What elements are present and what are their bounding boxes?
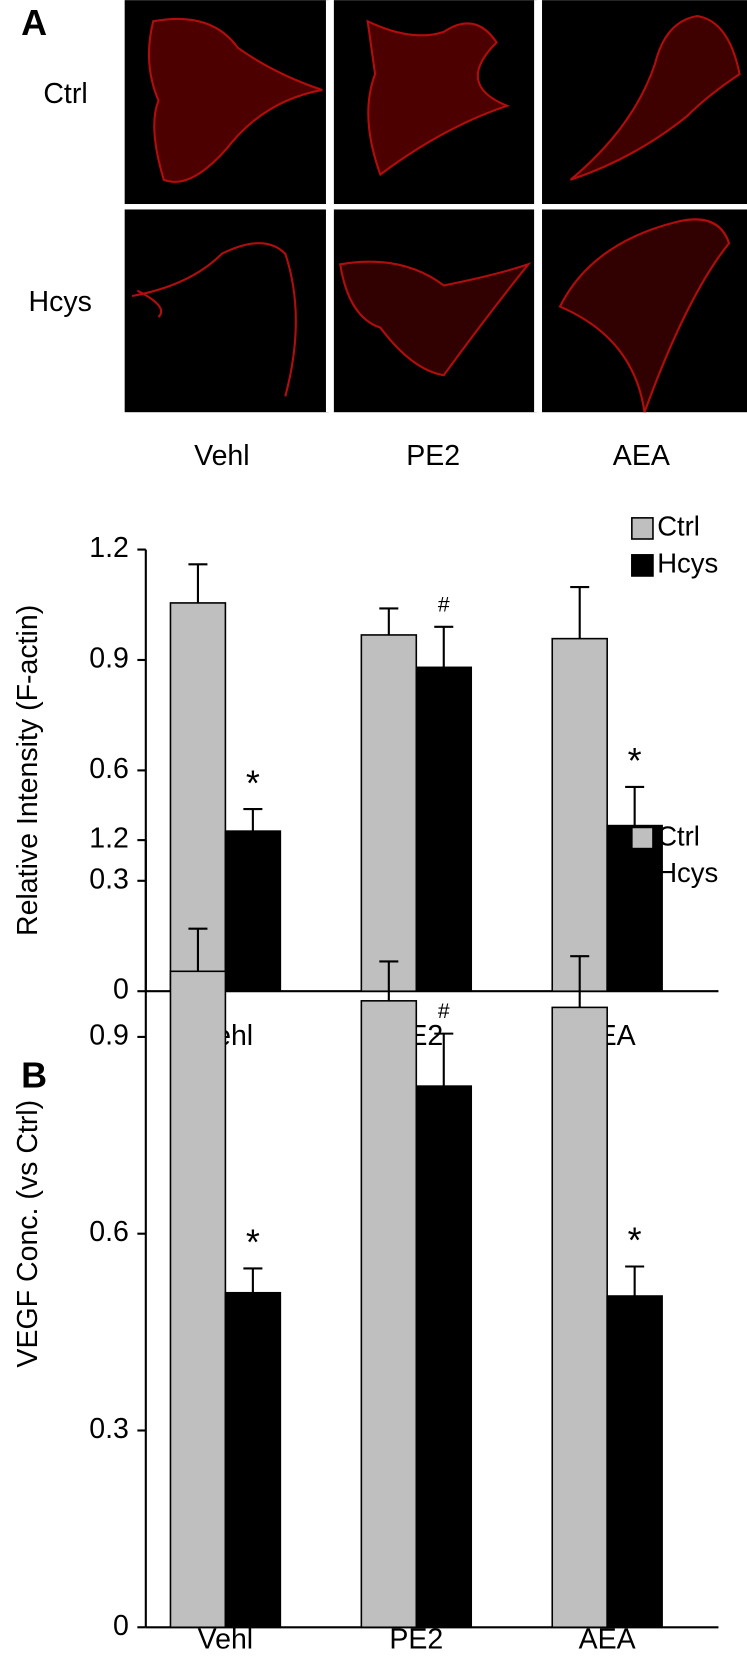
y-axis-label: Relative Intensity (F-actin): [12, 605, 44, 936]
legend-swatch: [631, 517, 654, 540]
image: [124, 209, 329, 413]
bar: [606, 1295, 663, 1629]
bar: [606, 824, 663, 993]
legend-label: Hcys: [657, 548, 718, 579]
bar: [224, 1291, 282, 1629]
bar: [360, 634, 418, 993]
significance-mark: *: [246, 1222, 260, 1263]
cell-shapes: [131, 14, 741, 413]
row-label: Ctrl: [43, 78, 87, 110]
y-axis-label: VEGF Conc. (vs Ctrl): [12, 1100, 44, 1368]
bar: [169, 970, 227, 1629]
panel-label: B: [21, 1054, 47, 1095]
y-tick-label: 0.9: [89, 643, 129, 675]
significance-mark: #: [438, 1000, 450, 1023]
y-tick-label: 0: [113, 974, 129, 1006]
legend-swatch: [631, 554, 654, 577]
legend-label: Ctrl: [657, 511, 700, 542]
y-tick-label: 0.9: [89, 1019, 129, 1051]
row-label: Hcys: [29, 286, 92, 318]
x-tick-label: PE2: [389, 1624, 443, 1656]
column-label: PE2: [406, 440, 460, 472]
y-tick-label: 0.3: [89, 1413, 129, 1445]
bar: [169, 602, 227, 993]
column-label: Vehl: [194, 440, 249, 472]
significance-mark: *: [246, 762, 260, 803]
x-tick-label: Vehl: [198, 1624, 254, 1656]
y-tick-label: 1.2: [89, 532, 129, 564]
significance-mark: *: [628, 740, 642, 781]
bar: [551, 637, 608, 993]
panel-label: A: [21, 2, 47, 43]
y-tick-label: 0: [113, 1610, 129, 1642]
bar: [551, 1006, 608, 1629]
legend-label: Hcys: [657, 857, 718, 888]
bar: [360, 1000, 418, 1629]
bar: [415, 1085, 473, 1629]
legend-swatch: [631, 863, 654, 887]
column-label: AEA: [613, 440, 670, 472]
y-tick-label: 0.6: [89, 1216, 129, 1248]
significance-mark: *: [628, 1220, 642, 1261]
legend-swatch: [631, 826, 654, 850]
x-tick-label: AEA: [579, 1624, 636, 1656]
legend-label: Ctrl: [657, 820, 700, 851]
y-tick-label: 1.2: [89, 823, 129, 855]
micrographs: [124, 0, 747, 413]
y-tick-label: 0.3: [89, 863, 129, 895]
bar: [415, 666, 473, 993]
significance-mark: #: [438, 593, 450, 616]
bar: [224, 830, 282, 993]
y-tick-label: 0.6: [89, 753, 129, 785]
